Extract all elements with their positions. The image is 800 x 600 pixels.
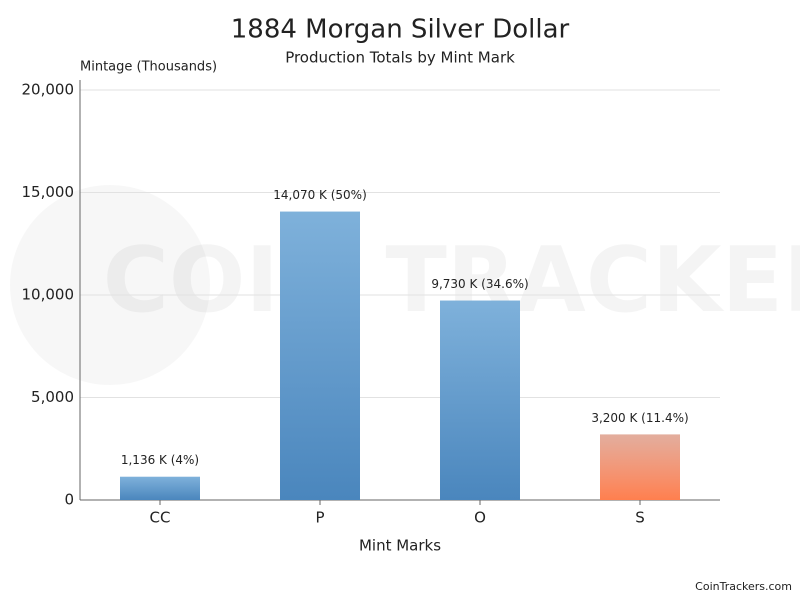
x-tick-label: S xyxy=(635,509,645,527)
x-tick-label: CC xyxy=(150,509,171,527)
data-label: 14,070 K (50%) xyxy=(273,188,367,202)
footer: CoinTrackers.com xyxy=(695,580,792,593)
x-tick-label: P xyxy=(315,509,324,527)
x-axis-label: Mint Marks xyxy=(359,537,441,555)
bar xyxy=(600,434,680,500)
data-label: 9,730 K (34.6%) xyxy=(431,277,528,291)
bar xyxy=(120,476,200,500)
y-axis-label: Mintage (Thousands) xyxy=(80,60,217,75)
chart-title: 1884 Morgan Silver Dollar xyxy=(231,15,570,45)
x-tick-label: O xyxy=(474,509,486,527)
y-tick-label: 20,000 xyxy=(22,81,75,99)
y-tick-label: 0 xyxy=(64,491,74,509)
y-tick-label: 5,000 xyxy=(31,388,74,406)
y-tick-label: 15,000 xyxy=(22,183,75,201)
data-label: 1,136 K (4%) xyxy=(121,453,199,467)
bar xyxy=(280,211,360,500)
y-tick-label: 10,000 xyxy=(22,286,75,304)
data-label: 3,200 K (11.4%) xyxy=(591,411,688,425)
chart-subtitle: Production Totals by Mint Mark xyxy=(285,49,515,67)
bar xyxy=(440,300,520,500)
